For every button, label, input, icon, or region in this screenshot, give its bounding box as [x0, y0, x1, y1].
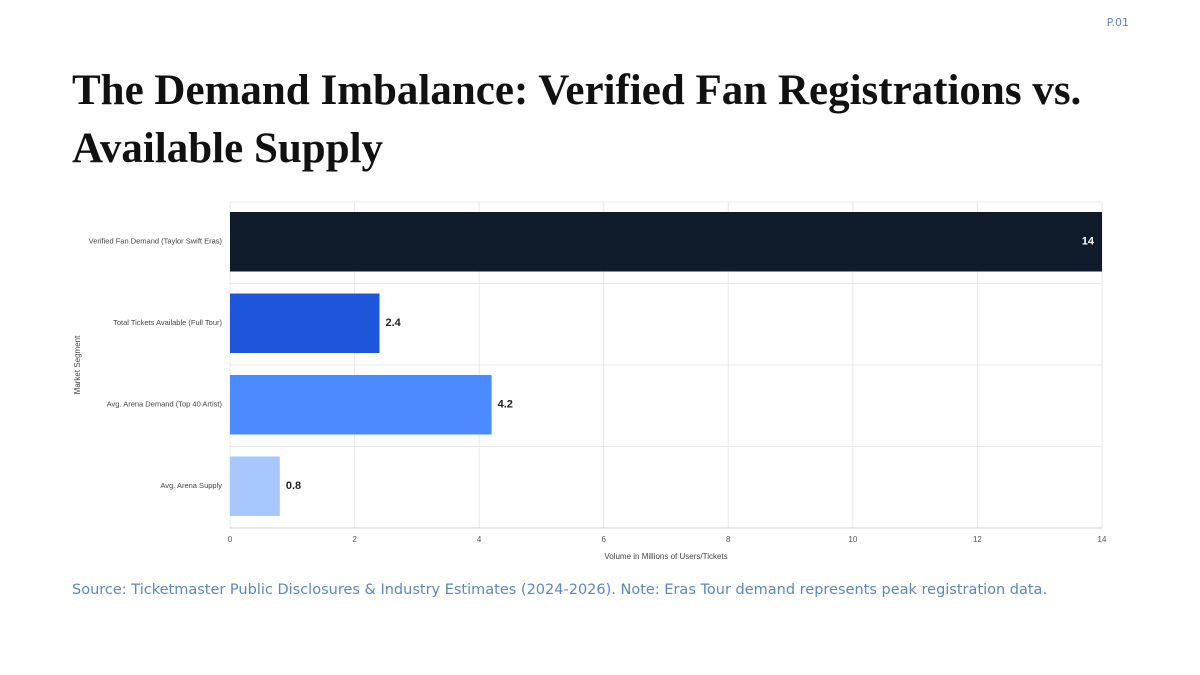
bar	[230, 456, 280, 516]
data-label: 4.2	[498, 399, 513, 411]
x-tick-label: 10	[848, 535, 857, 544]
x-tick-label: 6	[601, 535, 606, 544]
x-axis-title: Volume in Millions of Users/Tickets	[604, 552, 727, 561]
data-label: 14	[1082, 236, 1095, 248]
data-label: 2.4	[385, 317, 401, 329]
y-tick-label: Avg. Arena Supply	[160, 481, 222, 490]
chart: 0 2 4 6 8 10 12 14 Volume in Millions of Users/T…	[73, 201, 1107, 561]
x-tick-label: 12	[973, 535, 982, 544]
data-label: 0.8	[286, 480, 301, 492]
x-tick-label: 0	[228, 535, 233, 544]
source-note: Source: Ticketmaster Public Disclosures …	[72, 582, 1048, 598]
x-tick-label: 2	[352, 535, 357, 544]
y-tick-label: Verified Fan Demand (Taylor Swift Eras)	[89, 237, 223, 246]
y-axis-title: Market Segment	[73, 335, 82, 394]
bar	[230, 293, 380, 353]
y-tick-label: Total Tickets Available (Full Tour)	[113, 318, 222, 327]
bar	[230, 212, 1102, 272]
bar	[230, 375, 492, 435]
x-tick-label: 14	[1098, 535, 1107, 544]
x-tick-label: 4	[477, 535, 482, 544]
page-label: P.01	[1106, 16, 1129, 29]
x-tick-label: 8	[726, 535, 731, 544]
slide-title: The Demand Imbalance: Verified Fan Regis…	[72, 67, 1082, 172]
y-tick-label: Avg. Arena Demand (Top 40 Artist)	[107, 400, 223, 409]
